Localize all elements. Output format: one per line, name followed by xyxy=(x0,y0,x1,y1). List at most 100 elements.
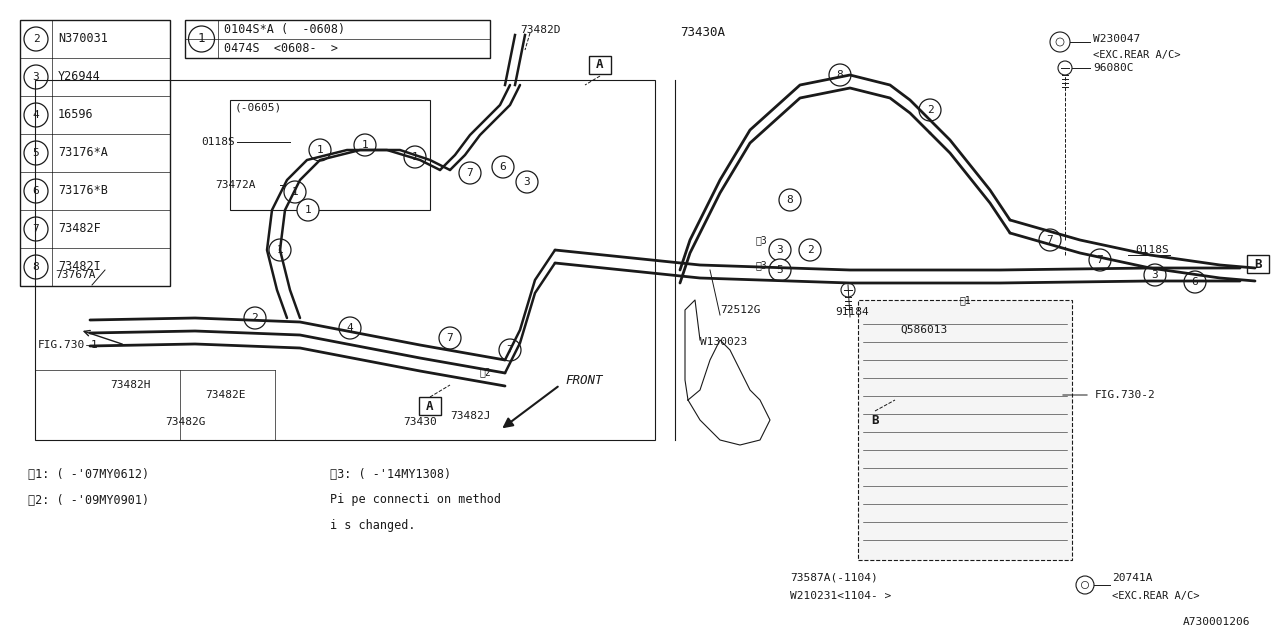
Text: W130023: W130023 xyxy=(700,337,748,347)
Circle shape xyxy=(24,103,49,127)
Circle shape xyxy=(439,327,461,349)
Text: 4: 4 xyxy=(347,323,353,333)
Text: ※3: ( -'14MY1308): ※3: ( -'14MY1308) xyxy=(330,468,451,481)
Text: FIG.730-1: FIG.730-1 xyxy=(38,340,99,350)
Text: 73482D: 73482D xyxy=(520,25,561,35)
Text: 8: 8 xyxy=(32,262,40,272)
Text: W210231<1104- >: W210231<1104- > xyxy=(790,591,891,601)
Bar xyxy=(186,20,490,58)
Circle shape xyxy=(1039,229,1061,251)
Circle shape xyxy=(404,146,426,168)
Circle shape xyxy=(284,181,306,203)
Text: ※2: ※2 xyxy=(480,367,492,377)
Circle shape xyxy=(799,239,820,261)
Text: 0474S  <0608-  >: 0474S <0608- > xyxy=(224,42,338,55)
Text: 3: 3 xyxy=(32,72,40,82)
Circle shape xyxy=(1184,271,1206,293)
Text: 7: 7 xyxy=(1047,235,1053,245)
Text: 8: 8 xyxy=(787,195,794,205)
Text: 73482H: 73482H xyxy=(110,380,150,390)
Text: 3: 3 xyxy=(524,177,530,187)
Text: ※3: ※3 xyxy=(755,235,767,245)
Text: ※2: ( -'09MY0901): ※2: ( -'09MY0901) xyxy=(28,493,150,506)
Circle shape xyxy=(24,255,49,279)
Text: 2: 2 xyxy=(32,34,40,44)
Text: 72512G: 72512G xyxy=(719,305,760,315)
Text: 73482F: 73482F xyxy=(58,223,101,236)
Circle shape xyxy=(499,339,521,361)
Text: 5: 5 xyxy=(777,265,783,275)
Circle shape xyxy=(780,189,801,211)
Text: 7: 7 xyxy=(447,333,453,343)
Text: ※3: ※3 xyxy=(755,260,767,270)
Text: 1: 1 xyxy=(412,152,419,162)
Text: 96080C: 96080C xyxy=(1093,63,1134,73)
Text: 1: 1 xyxy=(292,187,298,197)
Circle shape xyxy=(1076,576,1094,594)
Circle shape xyxy=(516,171,538,193)
Text: 73767A: 73767A xyxy=(55,270,96,280)
Circle shape xyxy=(460,162,481,184)
Bar xyxy=(1247,255,1268,273)
Text: 7: 7 xyxy=(507,345,513,355)
Text: B: B xyxy=(872,413,879,426)
Text: 2: 2 xyxy=(806,245,813,255)
Text: Q586013: Q586013 xyxy=(900,325,947,335)
Circle shape xyxy=(24,65,49,89)
Circle shape xyxy=(24,27,49,51)
Text: 7: 7 xyxy=(32,224,40,234)
Bar xyxy=(35,80,655,440)
Text: 73176*A: 73176*A xyxy=(58,147,108,159)
Text: i s changed.: i s changed. xyxy=(330,518,416,531)
Circle shape xyxy=(355,134,376,156)
Text: FRONT: FRONT xyxy=(564,374,603,387)
Text: 16596: 16596 xyxy=(58,109,93,122)
Circle shape xyxy=(24,217,49,241)
Text: 6: 6 xyxy=(32,186,40,196)
Bar xyxy=(419,397,442,415)
Text: 3: 3 xyxy=(1152,270,1158,280)
Text: 73472A: 73472A xyxy=(215,180,256,190)
Circle shape xyxy=(769,239,791,261)
Text: (-0605): (-0605) xyxy=(236,103,283,113)
Circle shape xyxy=(841,283,855,297)
Text: A: A xyxy=(596,58,604,72)
Text: 73482E: 73482E xyxy=(205,390,246,400)
Text: 4: 4 xyxy=(32,110,40,120)
Circle shape xyxy=(339,317,361,339)
Text: 73587A(-1104): 73587A(-1104) xyxy=(790,573,878,583)
Text: 0104S*A (  -0608): 0104S*A ( -0608) xyxy=(224,23,346,36)
Text: A: A xyxy=(426,399,434,413)
Circle shape xyxy=(1050,32,1070,52)
Text: 73482J: 73482J xyxy=(451,411,490,421)
Text: <EXC.REAR A/C>: <EXC.REAR A/C> xyxy=(1093,50,1180,60)
Text: 1: 1 xyxy=(276,245,283,255)
Bar xyxy=(589,56,611,74)
Text: 1: 1 xyxy=(316,145,324,155)
Circle shape xyxy=(829,64,851,86)
Circle shape xyxy=(492,156,515,178)
Circle shape xyxy=(1089,249,1111,271)
Text: 5: 5 xyxy=(32,148,40,158)
Bar xyxy=(230,100,430,210)
Text: W230047: W230047 xyxy=(1093,34,1140,44)
Text: 0118S: 0118S xyxy=(201,137,236,147)
Text: Y26944: Y26944 xyxy=(58,70,101,83)
Text: 1: 1 xyxy=(197,33,205,45)
Text: 73176*B: 73176*B xyxy=(58,184,108,198)
Text: B: B xyxy=(1254,257,1262,271)
Text: 2: 2 xyxy=(927,105,933,115)
Circle shape xyxy=(24,179,49,203)
Circle shape xyxy=(1059,61,1073,75)
Text: 0118S: 0118S xyxy=(1135,245,1169,255)
Text: 2: 2 xyxy=(252,313,259,323)
Bar xyxy=(858,300,1073,560)
Circle shape xyxy=(269,239,291,261)
Text: 7: 7 xyxy=(1097,255,1103,265)
Circle shape xyxy=(188,26,215,52)
Text: 8: 8 xyxy=(837,70,844,80)
Text: 73430A: 73430A xyxy=(680,26,724,38)
Circle shape xyxy=(308,139,332,161)
Text: 7: 7 xyxy=(467,168,474,178)
Text: 73482G: 73482G xyxy=(165,417,205,427)
